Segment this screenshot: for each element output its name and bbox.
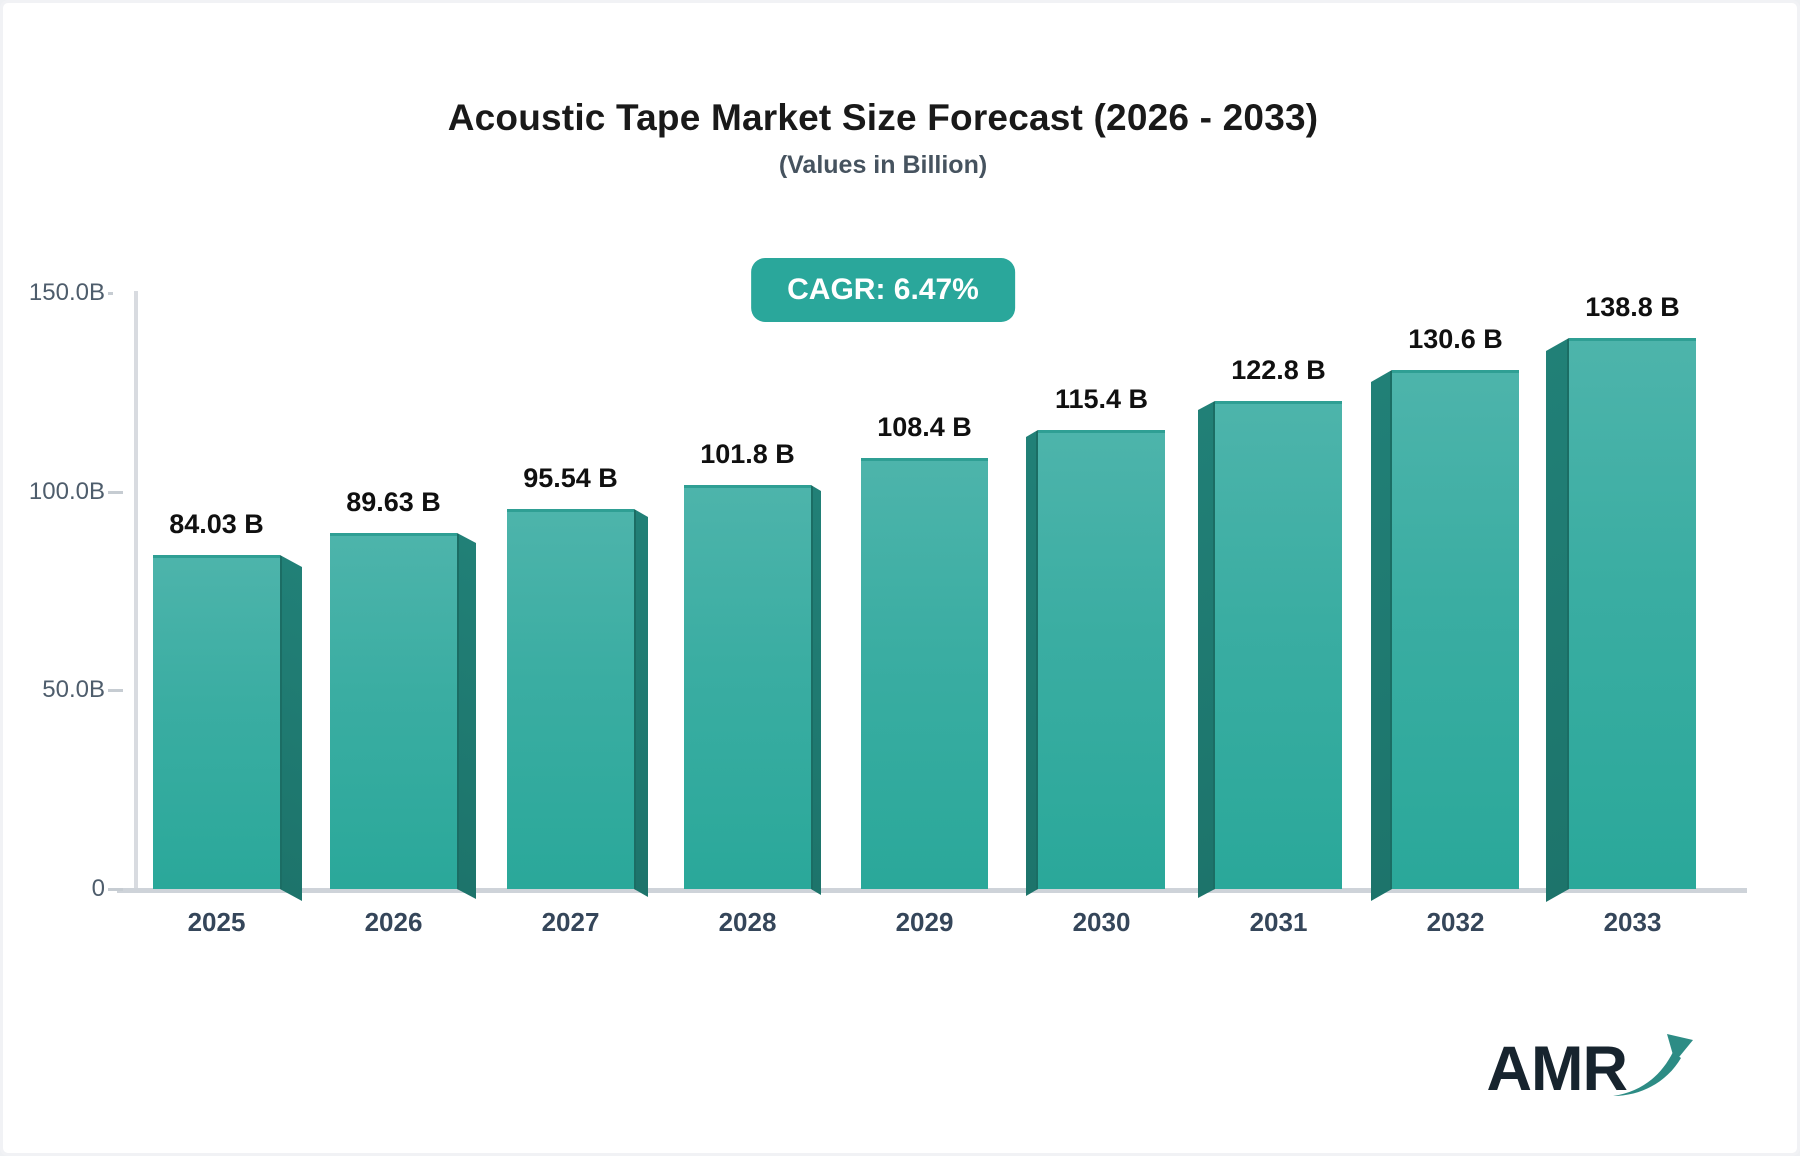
x-axis-label: 2028 — [718, 907, 777, 937]
bar-front-face — [507, 509, 634, 889]
cagr-badge: CAGR: 6.47% — [751, 258, 1015, 322]
bar-3d-side-face — [634, 509, 648, 897]
bar-value-label: 138.8 B — [1585, 291, 1680, 322]
x-axis-baseline — [117, 888, 1747, 893]
bar-value-label: 122.8 B — [1231, 355, 1326, 386]
bar-2033 — [1546, 337, 1696, 902]
x-axis-label: 2031 — [1249, 907, 1308, 937]
bar-front-face — [1215, 401, 1342, 889]
bar-value-label: 95.54 B — [523, 463, 618, 494]
y-axis-tick-mark — [108, 490, 123, 494]
bar-3d-side-face — [1026, 430, 1038, 896]
bar-front-face — [684, 484, 811, 889]
bar-2026 — [330, 532, 476, 899]
bar-2028 — [684, 484, 821, 895]
x-axis-label: 2027 — [541, 907, 600, 937]
bar-front-face — [1038, 430, 1165, 889]
bar-value-label: 130.6 B — [1408, 324, 1503, 355]
bar-front-face — [330, 532, 457, 889]
x-axis-label: 2033 — [1603, 907, 1662, 937]
x-axis-label: 2030 — [1072, 907, 1131, 937]
plot-area: 0 50.0B 100.0B 150.0B 84.03 B 2025 89.63 B 2026… — [3, 3, 1797, 1153]
y-axis-line — [134, 291, 138, 890]
bar-3d-side-face — [1198, 401, 1215, 898]
bar-2025 — [153, 555, 302, 901]
bar-3d-side-face — [811, 484, 821, 895]
bar-value-label: 84.03 B — [169, 509, 264, 540]
x-axis-label: 2025 — [187, 907, 246, 937]
bar-3d-side-face — [1371, 370, 1392, 901]
x-axis-label: 2029 — [895, 907, 954, 937]
bar-value-label: 89.63 B — [346, 486, 441, 517]
bar-2032 — [1371, 370, 1519, 901]
y-axis-tick-mark — [108, 292, 113, 295]
bar-2027 — [507, 509, 648, 897]
bar-3d-side-face — [280, 555, 302, 901]
bar-3d-side-face — [457, 532, 476, 899]
bar-front-face — [1392, 370, 1519, 889]
y-axis-tick-label: 100.0B — [28, 477, 105, 505]
bar-2031 — [1198, 401, 1342, 898]
y-axis-tick-label: 150.0B — [28, 279, 105, 306]
growth-arrow-icon — [1613, 1034, 1693, 1096]
bar-front-face — [1569, 337, 1696, 889]
chart-subtitle: (Values in Billion) — [778, 151, 988, 179]
bar-2029 — [861, 458, 988, 889]
y-axis-tick-label: 0 — [91, 875, 105, 902]
y-axis-tick-mark — [108, 888, 123, 891]
bar-front-face — [153, 555, 280, 889]
bar-value-label: 115.4 B — [1054, 384, 1149, 415]
bar-value-label: 108.4 B — [877, 412, 972, 443]
bar-value-label: 101.8 B — [700, 438, 795, 469]
amr-logo-text: AMR — [1486, 1034, 1628, 1104]
x-axis-label: 2026 — [364, 907, 423, 937]
y-axis-tick-mark — [108, 689, 123, 693]
bar-3d-side-face — [1546, 337, 1569, 902]
x-axis-label: 2032 — [1426, 907, 1485, 937]
bar-front-face — [861, 458, 988, 889]
y-axis-tick-label: 50.0B — [42, 676, 105, 704]
bar-2030 — [1026, 430, 1165, 896]
page-title: Acoustic Tape Market Size Forecast (2026… — [447, 97, 1319, 138]
amr-logo: AMR — [1487, 1033, 1695, 1105]
